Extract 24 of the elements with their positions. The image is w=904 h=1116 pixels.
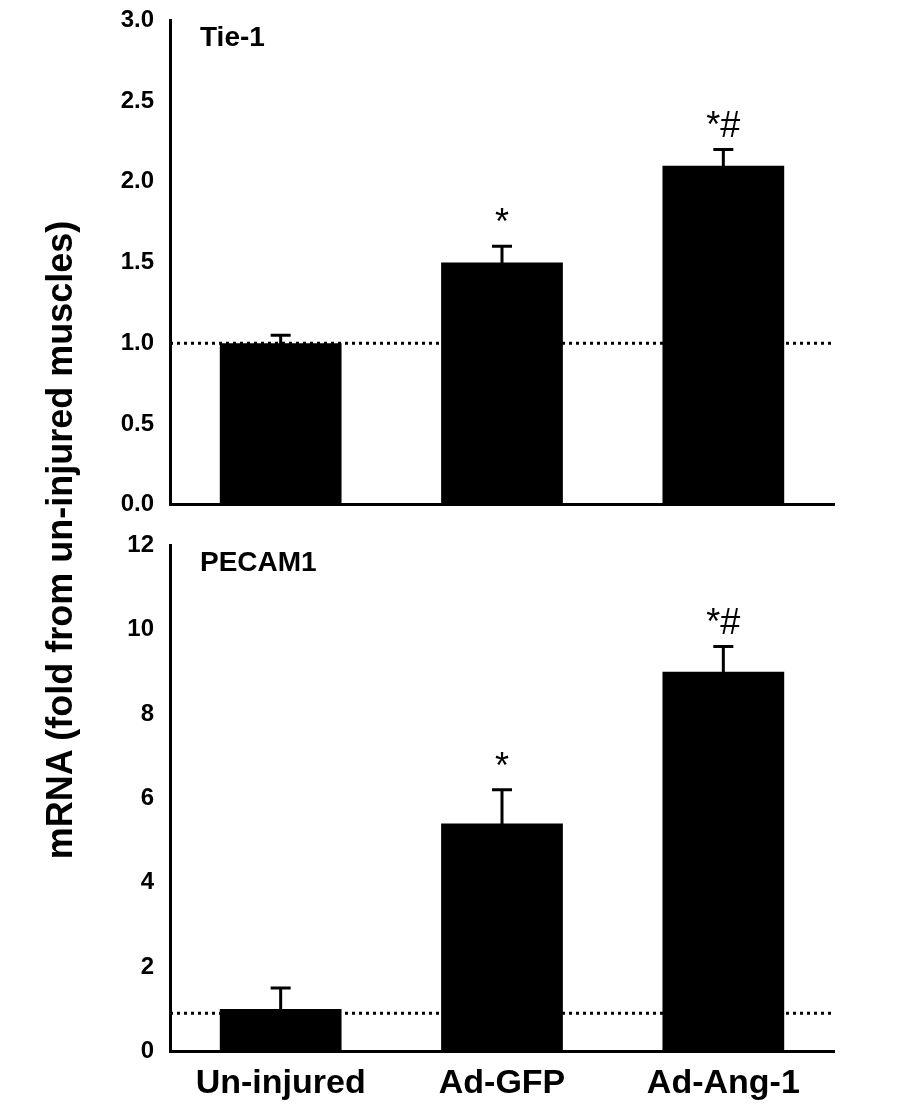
- x-tick-label: Ad-GFP: [438, 1061, 566, 1100]
- y-axis-title: mRNA (fold from un-injured muscles): [39, 220, 81, 860]
- y-tick-label: 0.0: [120, 489, 154, 517]
- y-tick-label: 0.5: [120, 408, 154, 436]
- y-tick-label: 1.5: [120, 247, 154, 275]
- y-tick-label: 2.5: [120, 85, 154, 113]
- x-tick-label: Ad-Ang-1: [646, 1061, 800, 1100]
- y-tick-label: 3.0: [120, 5, 154, 33]
- chart-title: Tie-1: [200, 21, 265, 53]
- y-tick-label: 6: [140, 782, 154, 810]
- annotation: *#: [706, 104, 741, 146]
- y-tick-label: 1.0: [120, 327, 154, 355]
- chart-title: PECAM1: [200, 546, 317, 578]
- y-tick-label: 10: [127, 614, 154, 642]
- y-tick-label: 4: [140, 867, 155, 895]
- y-tick-label: 0: [140, 1035, 154, 1063]
- y-tick-label: 8: [140, 698, 154, 726]
- y-tick-label: 2.0: [120, 166, 154, 194]
- y-tick-label: 2: [140, 951, 154, 979]
- x-tick-label: Un-injured: [195, 1061, 366, 1100]
- y-tick-label: 12: [127, 530, 154, 558]
- annotation: *: [494, 201, 510, 243]
- annotation: *#: [706, 601, 741, 643]
- annotation: *: [494, 744, 510, 786]
